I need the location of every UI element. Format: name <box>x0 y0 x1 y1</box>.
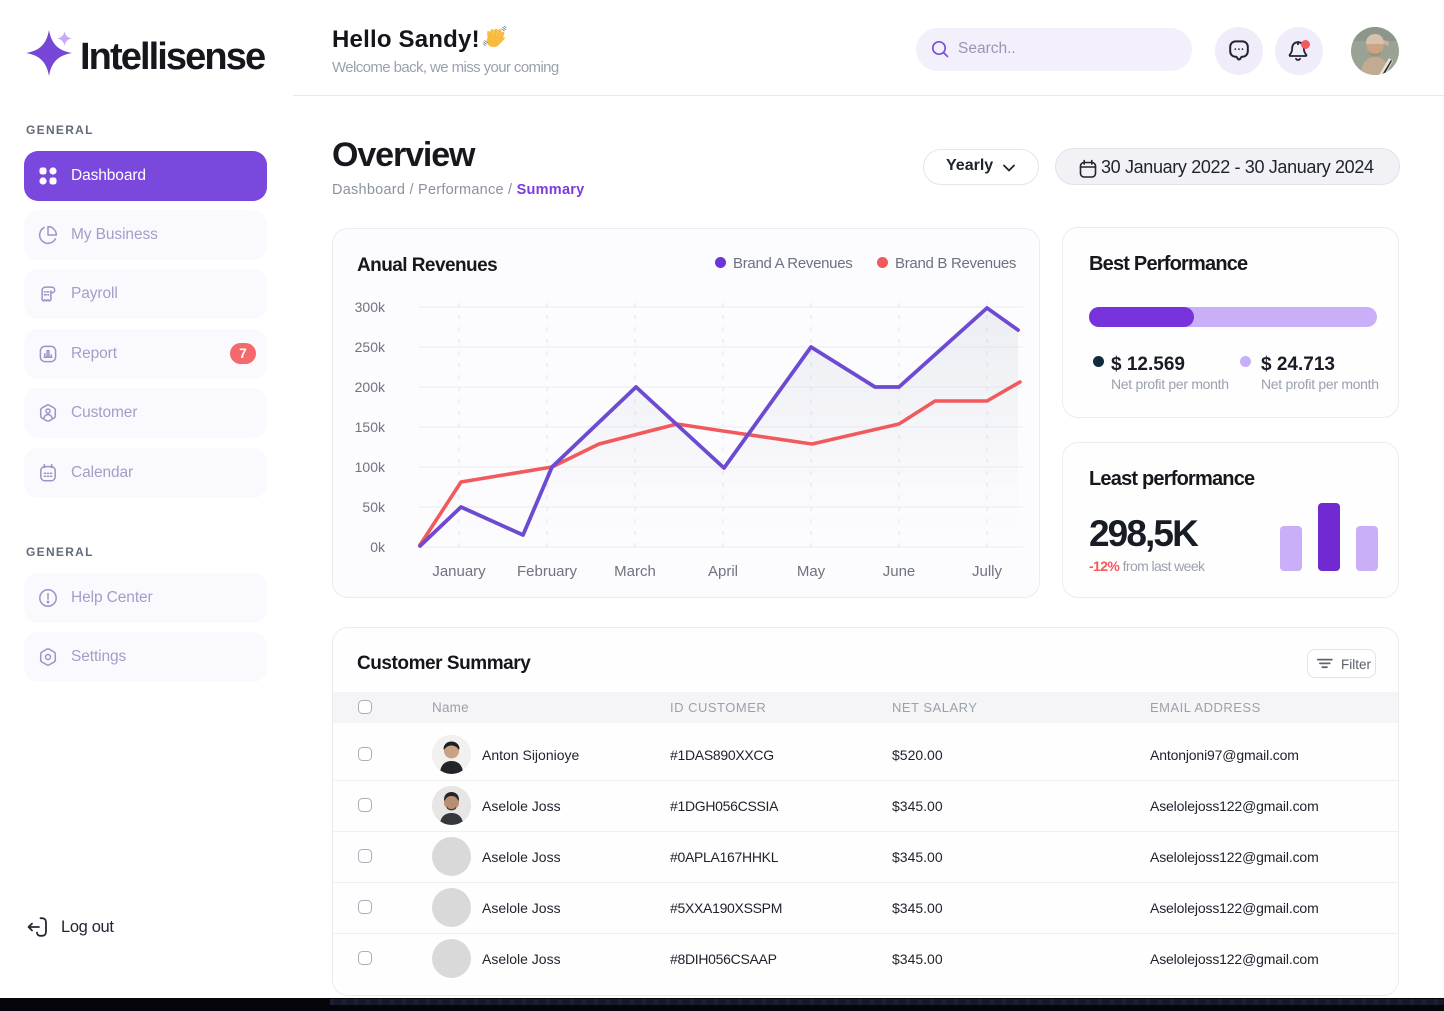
svg-text:March: March <box>614 563 656 580</box>
svg-text:May: May <box>797 563 826 580</box>
svg-text:100k: 100k <box>355 459 386 475</box>
svg-text:February: February <box>517 563 578 580</box>
svg-text:250k: 250k <box>355 339 386 355</box>
svg-text:January: January <box>432 563 486 580</box>
svg-text:Jully: Jully <box>972 563 1003 580</box>
svg-text:150k: 150k <box>355 419 386 435</box>
svg-text:200k: 200k <box>355 379 386 395</box>
svg-text:June: June <box>883 563 916 580</box>
svg-text:300k: 300k <box>355 299 386 315</box>
svg-text:0k: 0k <box>370 539 386 555</box>
svg-text:April: April <box>708 563 738 580</box>
svg-text:50k: 50k <box>362 499 386 515</box>
